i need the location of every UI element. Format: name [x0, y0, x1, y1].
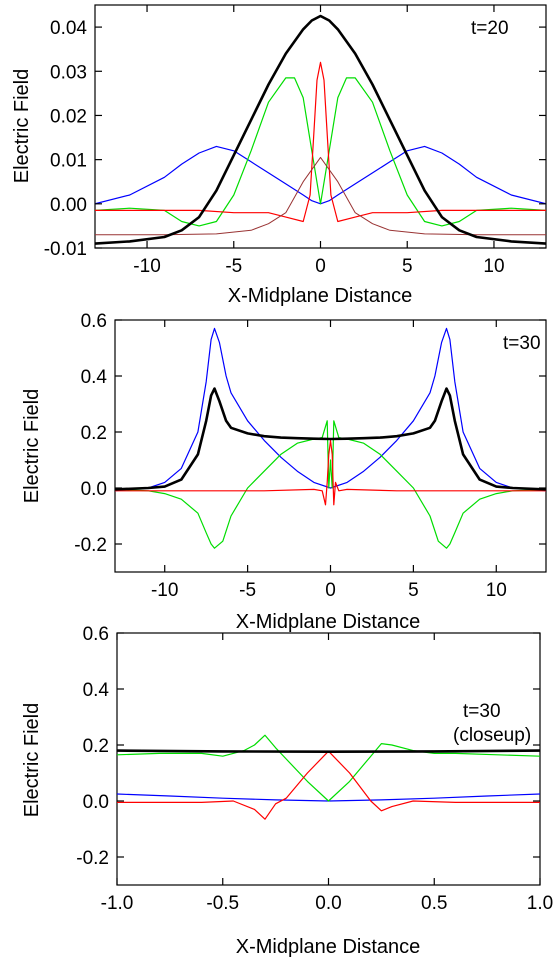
x-tick-label: -10: [151, 580, 178, 601]
y-tick-label: 0.6: [81, 311, 107, 332]
x-tick-label: 0: [315, 256, 326, 277]
y-tick-label: -0.2: [74, 535, 107, 556]
y-tick-label: 0.00: [50, 195, 87, 216]
panel-t30: t=30 Electric Field X-Midplane Distance …: [21, 311, 547, 633]
y-tick-label: 0.04: [50, 18, 87, 39]
series-line-3: [117, 749, 540, 754]
y-tick-label: 0.03: [50, 62, 87, 83]
x-tick-label: -0.5: [206, 893, 239, 914]
series-layer: [117, 734, 540, 820]
y-tick-label: 0.01: [50, 151, 87, 172]
y-tick-label: 0.02: [50, 106, 87, 127]
y-tick-label: -0.01: [44, 239, 87, 260]
series-line-2: [115, 439, 546, 506]
x-axis-title: X-Midplane Distance: [236, 611, 421, 633]
x-tick-label: 0: [325, 580, 336, 601]
y-tick-label: 0.2: [83, 736, 109, 757]
series-line-0: [95, 145, 546, 205]
annotation-text: t=30: [463, 701, 501, 722]
x-tick-label: -1.0: [101, 893, 134, 914]
series-line-0: [117, 793, 540, 802]
x-axis-title: X-Midplane Distance: [228, 285, 413, 307]
y-tick-label: 0.4: [81, 367, 108, 388]
x-tick-label: -10: [133, 256, 160, 277]
series-line-4: [95, 14, 546, 245]
y-tick-label: -0.2: [76, 848, 109, 869]
x-tick-label: 10: [486, 580, 507, 601]
x-tick-label: 0.5: [421, 893, 447, 914]
y-tick-label: 0.0: [83, 792, 109, 813]
panel-t20: t=20 Electric Field X-Midplane Distance …: [11, 4, 547, 307]
x-tick-label: 5: [402, 256, 413, 277]
annotation-text: (closeup): [453, 725, 531, 746]
series-line-3: [115, 387, 546, 491]
x-tick-label: 1.0: [527, 893, 553, 914]
plot-frame: [94, 4, 547, 249]
y-tick-label: 0.2: [81, 423, 107, 444]
series-layer: [115, 327, 546, 549]
x-tick-label: -5: [225, 256, 242, 277]
series-line-0: [115, 327, 546, 492]
y-tick-label: 0.6: [83, 624, 109, 645]
series-line-2: [117, 750, 540, 820]
series-layer: [95, 14, 546, 245]
annotation-text: t=20: [471, 18, 509, 39]
series-line-3: [95, 156, 546, 236]
plot-frame: [116, 632, 541, 886]
series-line-2: [95, 61, 546, 223]
y-axis-title: Electric Field: [11, 69, 33, 183]
x-tick-label: 5: [408, 580, 419, 601]
x-tick-label: -5: [239, 580, 256, 601]
x-tick-label: 10: [483, 256, 504, 277]
y-tick-label: 0.0: [81, 479, 107, 500]
annotation-text: t=30: [503, 333, 541, 354]
x-axis-title: X-Midplane Distance: [236, 936, 421, 958]
plot-frame: [114, 319, 547, 573]
y-axis-title: Electric Field: [21, 703, 43, 817]
y-tick-label: 0.4: [83, 680, 110, 701]
y-axis-title: Electric Field: [21, 389, 43, 503]
series-line-1: [115, 420, 546, 549]
panel-t30-closeup: t=30 (closeup) Electric Field X-Midplane…: [21, 624, 553, 958]
x-tick-label: 0.0: [315, 893, 341, 914]
series-line-1: [117, 734, 540, 802]
series-line-1: [95, 77, 546, 227]
